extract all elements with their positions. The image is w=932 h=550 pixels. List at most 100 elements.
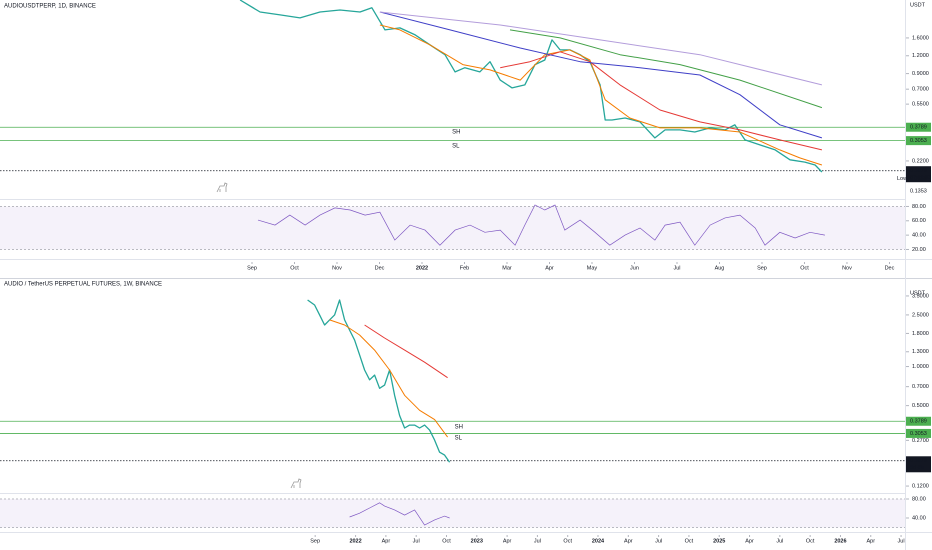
annotation: SH xyxy=(455,425,463,431)
series-line xyxy=(379,11,823,86)
price-label-box xyxy=(906,166,931,183)
x-tick-label: Feb xyxy=(460,265,469,271)
x-tick-label: Oct xyxy=(563,538,572,544)
price-label: 0.3789 xyxy=(910,125,927,131)
y-tick-label: 1.6000 xyxy=(912,35,929,41)
x-tick-label: Jul xyxy=(534,538,541,544)
x-tick-label: Apr xyxy=(745,538,754,544)
annotation: SH xyxy=(452,130,460,136)
logo xyxy=(216,182,302,489)
x-tick-label: Sep xyxy=(247,265,257,271)
chart-title: AUDIO / TetherUS PERPETUAL FUTURES, 1W, … xyxy=(4,282,162,288)
price-label-box xyxy=(906,122,931,132)
series-line xyxy=(239,0,823,173)
x-tick-label: Nov xyxy=(842,265,852,271)
price-label: 0.3053 xyxy=(910,138,927,144)
rsi-y-tick-label: 60.00 xyxy=(912,218,926,224)
rsi-line xyxy=(349,502,450,526)
x-tick-label: Oct xyxy=(290,265,299,271)
chart-title: AUDIOUSDTPERP, 1D, BINANCE xyxy=(4,4,96,10)
annotation: SL xyxy=(452,143,460,149)
price-label: 0.1353 xyxy=(910,189,927,195)
price-label-box xyxy=(906,416,931,426)
x-tick-label: Sep xyxy=(310,538,320,544)
y-tick-label: 0.2200 xyxy=(912,158,929,164)
y-tick-label: 1.3000 xyxy=(912,349,929,355)
y-tick-label: 2.5000 xyxy=(912,312,929,318)
y-tick-label: 0.5500 xyxy=(912,102,929,108)
x-tick-label: Jul xyxy=(413,538,420,544)
rsi-band xyxy=(0,206,905,250)
x-tick-label: Oct xyxy=(685,538,694,544)
series-line xyxy=(500,51,823,151)
x-tick-label: Nov xyxy=(332,265,342,271)
y-tick-label: 0.2700 xyxy=(912,438,929,444)
x-tick-label: 2023 xyxy=(471,538,483,544)
x-tick-label: Oct xyxy=(806,538,815,544)
x-tick-label: Oct xyxy=(800,265,809,271)
series-line xyxy=(509,29,823,109)
rsi-y-tick-label: 20.00 xyxy=(912,247,926,253)
axis-unit: USDT xyxy=(910,2,926,8)
x-tick-label: Apr xyxy=(866,538,875,544)
rsi-band xyxy=(0,498,905,528)
series-line xyxy=(329,319,449,438)
rsi-y-tick-label: 80.00 xyxy=(912,204,926,210)
price-label-timer: 5d 8h xyxy=(910,465,924,471)
x-tick-label: Jul xyxy=(776,538,783,544)
price-label: 0.1879 xyxy=(910,168,927,174)
price-label: 0.1659 xyxy=(910,176,927,182)
rsi-y-tick-label: 40.00 xyxy=(912,515,926,521)
price-label-tag: Low xyxy=(897,176,907,182)
x-tick-label: 2022 xyxy=(349,538,361,544)
rsi-line xyxy=(257,204,825,246)
price-label: 0.3789 xyxy=(910,419,927,425)
x-tick-label: Mar xyxy=(502,265,512,271)
y-tick-label: 1.2000 xyxy=(912,53,929,59)
y-tick-label: 0.1200 xyxy=(912,484,929,490)
x-tick-label: May xyxy=(587,265,598,271)
x-tick-label: Apr xyxy=(503,538,512,544)
x-tick-label: Jun xyxy=(630,265,639,271)
logo-icon xyxy=(290,478,302,489)
y-tick-label: 1.0000 xyxy=(912,364,929,370)
x-tick-label: Apr xyxy=(624,538,633,544)
series-line xyxy=(379,11,823,139)
x-tick-label: Apr xyxy=(545,265,554,271)
series-line xyxy=(364,324,448,379)
logo-icon xyxy=(216,182,228,193)
x-tick-label: Sep xyxy=(757,265,767,271)
x-tick-label: 2026 xyxy=(834,538,846,544)
y-tick-label: 1.8000 xyxy=(912,331,929,337)
x-tick-label: Jul xyxy=(673,265,680,271)
x-tick-label: 2025 xyxy=(713,538,725,544)
series-line xyxy=(307,299,451,463)
x-tick-label: 2022 xyxy=(416,265,428,271)
x-tick-label: Apr xyxy=(382,538,391,544)
x-tick-label: Jul xyxy=(655,538,662,544)
y-tick-label: 0.5000 xyxy=(912,403,929,409)
price-label: 0.3053 xyxy=(910,431,927,437)
x-tick-label: 2024 xyxy=(592,538,605,544)
x-tick-label: Dec xyxy=(885,265,895,271)
y-tick-label: 0.7000 xyxy=(912,87,929,93)
price-label-timer: 07:11:33 xyxy=(910,175,931,181)
y-tick-label: 0.9000 xyxy=(912,71,929,77)
rsi-y-tick-label: 80.00 xyxy=(912,496,926,502)
x-tick-label: Oct xyxy=(442,538,451,544)
price-label-box xyxy=(906,456,931,473)
annotation: SL xyxy=(455,436,463,442)
price-label-box xyxy=(906,136,931,146)
y-tick-label: 0.7000 xyxy=(912,384,929,390)
y-tick-label: 3.5000 xyxy=(912,293,929,299)
price-label: 0.1879 xyxy=(910,458,927,464)
x-tick-label: Aug xyxy=(715,265,725,271)
rsi-y-tick-label: 40.00 xyxy=(912,233,926,239)
series-line xyxy=(379,24,823,166)
axis-unit: USDT xyxy=(910,290,926,296)
x-tick-label: Jul xyxy=(898,538,905,544)
x-tick-label: Dec xyxy=(375,265,385,271)
price-label-box xyxy=(906,428,931,438)
